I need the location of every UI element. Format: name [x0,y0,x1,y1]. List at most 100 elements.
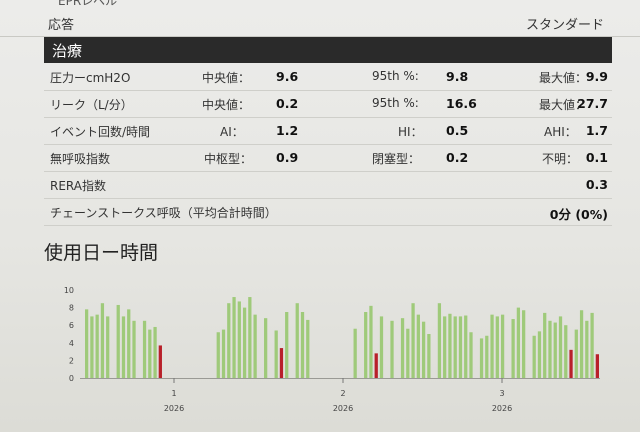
apnea-index-row: 無呼吸指数 中枢型： 0.9 閉塞型： 0.2 不明： 0.1 [44,145,612,172]
p95-label: 95th %: [372,96,419,110]
usage-bar [406,328,410,378]
usage-bar [416,314,420,378]
y-tick-label: 4 [69,339,74,348]
usage-bar [522,310,526,378]
usage-bar [121,316,126,378]
response-row: EPRレベル 応答 スタンダード [0,0,640,37]
obstructive-value: 0.2 [446,150,469,165]
response-label: 応答 [48,18,75,33]
y-tick-label: 2 [69,356,74,365]
unknown-label: 不明： [542,152,579,166]
x-tick-label: 1 [171,389,176,398]
row-label: RERA指数 [50,179,106,193]
usage-bar [274,330,278,378]
usage-bar [421,321,426,378]
row-label: 無呼吸指数 [50,152,111,166]
pressure-row: 圧力ーcmH2O 中央値： 9.6 95th %: 9.8 最大値： 9.9 [44,64,612,91]
usage-bar [448,313,452,378]
hi-value: 0.5 [446,123,469,138]
usage-bar [553,322,557,378]
usage-bar [485,335,489,378]
row-label: チェーンストークス呼吸（平均合計時間） [50,206,277,220]
ai-value: 1.2 [276,123,299,138]
p95-label: 95th %: [372,69,419,83]
usage-bar [579,310,584,378]
p95-value: 9.8 [446,69,469,84]
obstructive-label: 閉塞型： [372,152,421,166]
usage-bar [532,335,536,378]
usage-bar [132,320,136,378]
usage-bar [253,314,257,378]
central-label: 中枢型： [204,152,253,166]
row-label: イベント回数/時間 [50,125,151,139]
short-usage-bar [158,345,162,378]
short-usage-bar [569,349,573,378]
max-label: 最大値： [539,71,588,85]
usage-bar [500,314,505,378]
usage-bar [237,301,241,378]
usage-bar [295,303,299,378]
short-usage-bar [374,353,378,378]
usage-bar [216,332,220,378]
usage-bar [116,304,120,378]
usage-bar [379,316,384,378]
max-value: 9.9 [585,69,608,84]
ahi-label: AHI： [544,125,577,139]
median-value: 9.6 [276,69,299,84]
usage-bar [300,312,305,378]
y-tick-label: 8 [69,304,74,313]
section-title: 治療 [52,42,83,60]
ahi-value: 1.7 [585,123,608,138]
usage-bar [106,316,110,378]
y-tick-label: 10 [64,286,74,295]
cheyne-stokes-row: チェーンストークス呼吸（平均合計時間） 0分 (0%) [44,199,612,226]
median-value: 0.2 [276,96,299,111]
unknown-value: 0.1 [585,150,608,165]
usage-bar [458,316,463,378]
short-usage-bar [279,348,284,378]
usage-bar [511,319,515,378]
usage-chart: 0 2 4 6 8 10 1 2026 2 2026 3 2026 [64,286,600,413]
events-row: イベント回数/時間 AI： 1.2 HI： 0.5 AHI： 1.7 [44,118,612,145]
x-tick-label: 3 [499,389,504,398]
max-label: 最大値： [539,98,588,112]
usage-bar [516,307,521,378]
usage-chart-title: 使用日ー時間 [44,242,159,264]
usage-bar [495,316,499,378]
usage-bar [264,318,268,378]
short-usage-bar [595,354,599,378]
hi-label: HI： [398,125,423,139]
treatment-section-header: 治療 [44,37,612,63]
usage-bar [221,329,226,378]
x-tick-label: 2 [340,389,345,398]
usage-bar [585,320,589,378]
usage-bar [85,309,89,378]
max-value: 27.7 [577,96,608,111]
usage-bar [464,315,468,378]
usage-bar [142,320,147,378]
y-tick-label: 6 [69,321,74,330]
x-tick-year: 2026 [164,404,184,413]
usage-bar [564,325,568,378]
usage-bar [574,329,578,378]
leak-row: リーク（L/分） 中央値： 0.2 95th %: 16.6 最大値： 27.7 [44,91,612,118]
usage-bar [479,338,484,378]
usage-bar [306,319,310,378]
y-tick-label: 0 [69,374,74,383]
usage-bar [369,305,373,378]
x-tick-year: 2026 [333,404,353,413]
usage-bar [443,316,447,378]
median-label: 中央値： [202,98,251,112]
usage-bar [248,297,252,378]
usage-bar [437,303,442,378]
usage-bar [427,334,431,378]
usage-bar [90,316,94,378]
p95-value: 16.6 [446,96,477,111]
usage-bar [543,312,547,378]
rera-row: RERA指数 0.3 [44,172,612,199]
cheyne-stokes-value: 0分 (0%) [549,207,608,222]
response-value: スタンダード [525,18,604,33]
usage-bar [590,312,594,378]
usage-bar [548,320,552,378]
